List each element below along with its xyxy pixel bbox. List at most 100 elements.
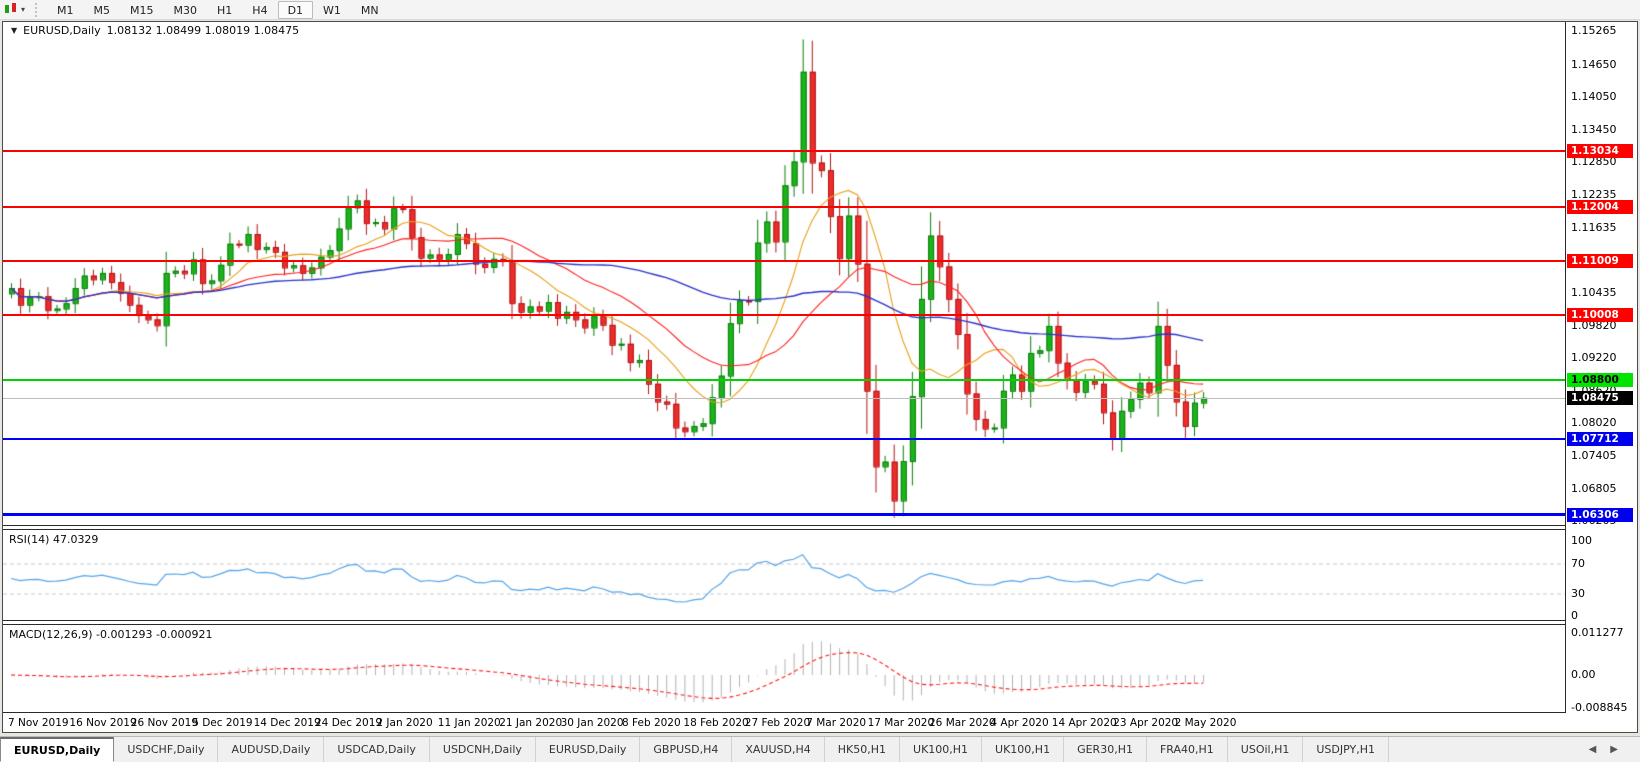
macd-pane[interactable]: MACD(12,26,9) -0.001293 -0.000921 xyxy=(3,624,1565,714)
price-pane[interactable]: ▼ EURUSD,Daily 1.08132 1.08499 1.08019 1… xyxy=(3,22,1565,526)
support-resistance-line[interactable] xyxy=(3,260,1565,262)
date-axis-label: 30 Jan 2020 xyxy=(560,717,624,729)
date-axis-label: 14 Apr 2020 xyxy=(1051,717,1117,729)
timeframe-button-h1[interactable]: H1 xyxy=(217,3,233,17)
chart-tab-fra40-h1[interactable]: FRA40,H1 xyxy=(1147,737,1228,762)
date-axis-label: 27 Feb 2020 xyxy=(744,717,811,729)
level-price-badge: 1.13034 xyxy=(1567,144,1633,159)
timeframe-button-d1[interactable]: D1 xyxy=(277,0,314,19)
macd-axis-tick: 0.00 xyxy=(1571,668,1596,682)
chart-tool-icon[interactable]: ▾ xyxy=(0,1,33,19)
price-axis-tick: 1.11635 xyxy=(1571,220,1617,234)
chart-tab-usdjpy-h1[interactable]: USDJPY,H1 xyxy=(1303,737,1390,762)
rsi-axis-tick: 30 xyxy=(1571,586,1585,600)
chart-tab-uk100-h1[interactable]: UK100,H1 xyxy=(900,737,983,762)
rsi-axis-tick: 70 xyxy=(1571,556,1585,570)
support-resistance-line[interactable] xyxy=(3,438,1565,440)
level-price-badge: 1.06306 xyxy=(1567,507,1633,522)
bid-price-line xyxy=(3,398,1565,399)
price-axis-tick: 1.06805 xyxy=(1571,481,1617,495)
date-axis-label: 7 Nov 2019 xyxy=(8,717,69,729)
collapse-arrow-icon: ▼ xyxy=(11,26,18,35)
date-axis-label: 16 Nov 2019 xyxy=(69,717,137,729)
chart-tab-hk50-h1[interactable]: HK50,H1 xyxy=(825,737,901,762)
value-axis-column: 1.15265 1.14650 1.14050 1.13450 1.12850 1.122… xyxy=(1566,22,1637,714)
date-axis-label: 23 Apr 2020 xyxy=(1113,717,1179,729)
timeframe-group: M1 M5 M15 M30 H1 H4 D1 W1 MN xyxy=(47,0,389,19)
date-axis-label: 14 Dec 2019 xyxy=(253,717,321,729)
chart-symbol: EURUSD,Daily xyxy=(23,24,101,37)
rsi-label: RSI(14) 47.0329 xyxy=(9,533,99,546)
chart-tab-audusd-daily[interactable]: AUDUSD,Daily xyxy=(218,737,325,762)
date-axis-label: 18 Feb 2020 xyxy=(683,717,749,729)
price-axis-tick: 1.08020 xyxy=(1571,416,1617,430)
date-axis-label: 8 Feb 2020 xyxy=(622,717,681,729)
chart-tab-usoil-h1[interactable]: USOil,H1 xyxy=(1228,737,1304,762)
rsi-pane[interactable]: RSI(14) 47.0329 xyxy=(3,529,1565,622)
price-axis-tick: 1.10435 xyxy=(1571,285,1617,299)
toolbar-grip xyxy=(35,2,40,17)
macd-axis-tick: 0.011277 xyxy=(1571,626,1624,639)
timeframe-button-m1[interactable]: M1 xyxy=(57,3,74,17)
chart-tab-xauusd-h4[interactable]: XAUUSD,H4 xyxy=(732,737,825,762)
rsi-axis-tick: 100 xyxy=(1571,534,1592,547)
support-resistance-line[interactable] xyxy=(3,314,1565,316)
level-price-badge: 1.11009 xyxy=(1567,253,1633,268)
support-resistance-line[interactable] xyxy=(3,150,1565,152)
chart-tab-eurusd-daily[interactable]: EURUSD,Daily xyxy=(0,737,115,762)
price-axis-tick: 1.12235 xyxy=(1571,188,1617,202)
price-axis-tick: 1.14050 xyxy=(1571,90,1617,104)
timeframe-button-m15[interactable]: M15 xyxy=(130,3,154,17)
date-axis-label: 4 Apr 2020 xyxy=(990,717,1049,729)
chart-tab-usdchf-daily[interactable]: USDCHF,Daily xyxy=(114,737,219,762)
rsi-axis-tick: 0 xyxy=(1571,609,1578,622)
tab-scroll-right-icon[interactable]: ▶ xyxy=(1610,744,1618,755)
date-axis-label: 2 May 2020 xyxy=(1174,717,1237,729)
level-price-badge: 1.10008 xyxy=(1567,307,1633,322)
price-axis-tick: 1.14650 xyxy=(1571,57,1617,71)
chart-tab-usdcad-daily[interactable]: USDCAD,Daily xyxy=(324,737,430,762)
level-price-badge: 1.07712 xyxy=(1567,431,1633,446)
date-axis-label: 26 Nov 2019 xyxy=(130,717,199,729)
price-axis-tick: 1.09220 xyxy=(1571,351,1617,365)
current-price-badge: 1.08475 xyxy=(1567,390,1633,405)
timeframe-button-m30[interactable]: M30 xyxy=(173,3,198,17)
chart-tab-gbpusd-h4[interactable]: GBPUSD,H4 xyxy=(640,737,733,762)
macd-label: MACD(12,26,9) -0.001293 -0.000921 xyxy=(9,628,213,641)
chart-window: ▼ EURUSD,Daily 1.08132 1.08499 1.08019 1… xyxy=(2,21,1638,733)
tab-scroll-left-icon[interactable]: ◀ xyxy=(1588,744,1597,755)
support-resistance-line[interactable] xyxy=(3,206,1565,208)
chart-tab-ger30-h1[interactable]: GER30,H1 xyxy=(1064,737,1147,762)
macd-canvas[interactable] xyxy=(3,625,1565,714)
macd-axis-tick: -0.008845 xyxy=(1571,701,1628,714)
dropdown-caret-icon: ▾ xyxy=(21,5,26,14)
date-axis-label: 21 Jan 2020 xyxy=(499,717,563,729)
price-axis-tick: 1.13450 xyxy=(1571,122,1617,136)
support-resistance-line[interactable] xyxy=(3,379,1565,381)
chart-tab-bar: EURUSD,Daily USDCHF,Daily AUDUSD,Daily USDC… xyxy=(0,736,1640,762)
timeframe-button-mn[interactable]: MN xyxy=(360,3,379,17)
price-axis-tick: 1.15265 xyxy=(1571,24,1617,38)
timeframe-button-m5[interactable]: M5 xyxy=(93,3,111,17)
date-axis-label: 2 Jan 2020 xyxy=(376,717,433,729)
price-axis-line xyxy=(1565,22,1566,713)
date-axis-label: 24 Dec 2019 xyxy=(315,717,383,729)
date-axis-label: 7 Mar 2020 xyxy=(806,717,867,729)
chart-tab-uk100-h1[interactable]: UK100,H1 xyxy=(982,737,1065,762)
support-resistance-line[interactable] xyxy=(3,513,1565,516)
tab-scroll-controls: ◀ ▶ xyxy=(1589,737,1640,762)
level-price-badge: 1.12004 xyxy=(1567,199,1633,214)
timeframe-button-w1[interactable]: W1 xyxy=(323,3,341,17)
level-price-badge: 1.08800 xyxy=(1567,372,1633,387)
chart-title: ▼ EURUSD,Daily 1.08132 1.08499 1.08019 1… xyxy=(11,24,299,37)
timeframe-button-h4[interactable]: H4 xyxy=(252,3,268,17)
date-axis-label: 26 Mar 2020 xyxy=(929,717,996,729)
rsi-canvas[interactable] xyxy=(3,530,1565,622)
chart-ohlc-values: 1.08132 1.08499 1.08019 1.08475 xyxy=(106,24,300,37)
price-axis-tick: 1.09820 xyxy=(1571,318,1617,332)
price-chart-canvas[interactable] xyxy=(3,22,1565,526)
date-axis-label: 17 Mar 2020 xyxy=(867,717,935,729)
date-axis-label: 11 Jan 2020 xyxy=(437,717,501,729)
chart-tab-usdcnh-daily[interactable]: USDCNH,Daily xyxy=(430,737,536,762)
chart-tab-eurusd-daily[interactable]: EURUSD,Daily xyxy=(536,737,641,762)
